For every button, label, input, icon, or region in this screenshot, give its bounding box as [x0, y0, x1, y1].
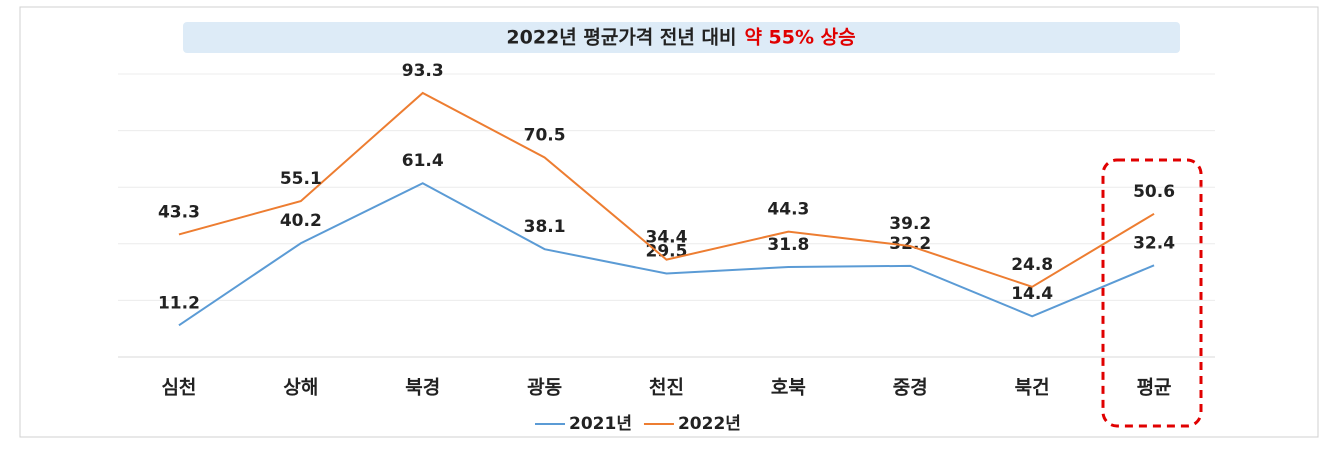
data-label: 61.4 — [402, 151, 444, 171]
data-label: 11.2 — [158, 293, 200, 313]
data-label: 40.2 — [280, 211, 322, 231]
data-label: 44.3 — [767, 200, 809, 220]
x-tick-label: 북건 — [1015, 377, 1050, 399]
data-label: 32.4 — [1133, 233, 1175, 253]
series-line — [178, 182, 1155, 327]
x-tick-label: 북경 — [405, 377, 440, 399]
x-tick-label: 호북 — [771, 377, 806, 399]
data-label: 38.1 — [524, 217, 566, 237]
chart-title-highlight: 약 55% 상승 — [744, 27, 855, 49]
title-box — [183, 22, 1180, 53]
x-tick-label: 광동 — [527, 377, 562, 399]
frame — [19, 6, 1319, 438]
data-label: 50.6 — [1133, 182, 1175, 202]
chart-title: 2022년 평균가격 전년 대비 — [506, 27, 736, 49]
x-tick-label: 천진 — [649, 377, 684, 399]
x-tick-label: 상해 — [283, 377, 318, 399]
series-line — [178, 91, 1155, 288]
x-tick-label: 중경 — [893, 377, 928, 399]
data-label: 31.8 — [767, 235, 809, 255]
data-label: 43.3 — [158, 202, 200, 222]
data-label: 93.3 — [402, 61, 444, 81]
data-label: 34.4 — [646, 228, 688, 248]
x-tick-label: 평균 — [1137, 377, 1172, 399]
x-tick-label: 심천 — [161, 377, 196, 399]
data-label: 24.8 — [1011, 255, 1053, 275]
highlight-box — [1101, 158, 1203, 428]
data-label: 55.1 — [280, 169, 322, 189]
data-label: 14.4 — [1011, 284, 1053, 304]
legend-label: 2021년 — [569, 414, 632, 434]
data-label: 39.2 — [889, 214, 931, 234]
data-label: 70.5 — [524, 125, 566, 145]
legend-label: 2022년 — [678, 414, 741, 434]
